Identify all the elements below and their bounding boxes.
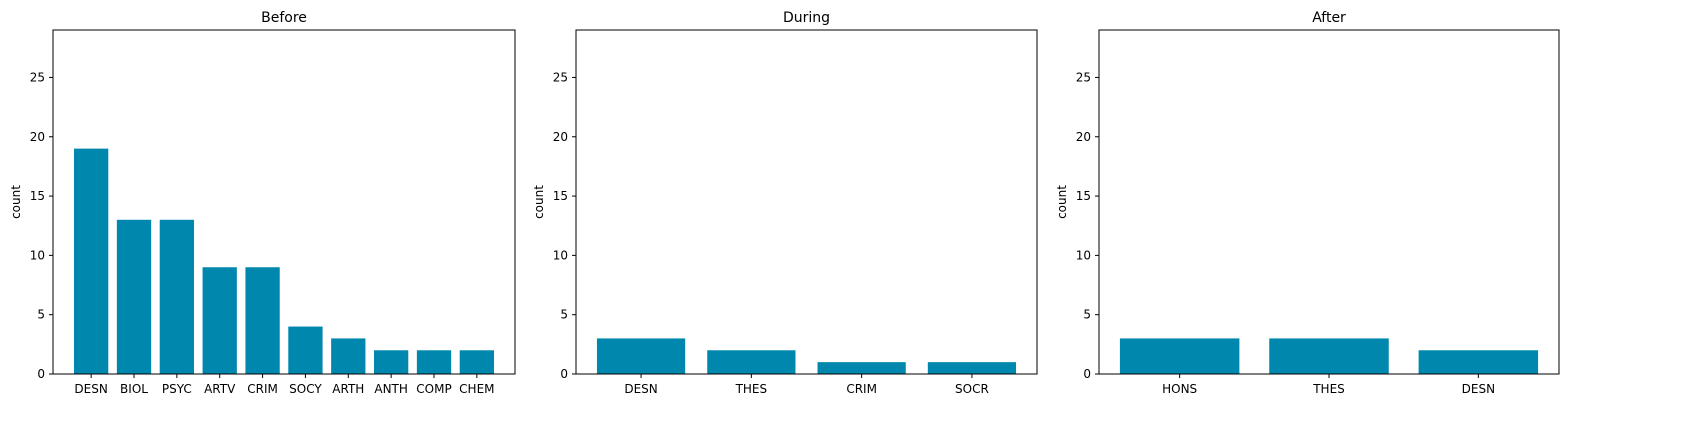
x-tick-label-thes: THES xyxy=(1312,382,1345,396)
y-tick-label: 10 xyxy=(1076,248,1091,262)
y-tick-label: 5 xyxy=(1083,308,1091,322)
x-tick-label-artv: ARTV xyxy=(204,382,236,396)
bar-comp xyxy=(416,350,452,374)
plot-frame xyxy=(1098,29,1560,375)
x-tick-label-thes: THES xyxy=(735,382,768,396)
panel-title: After xyxy=(1312,10,1346,26)
y-tick-label: 25 xyxy=(1076,70,1091,84)
panel-title: During xyxy=(783,10,830,26)
y-tick-label: 5 xyxy=(37,308,45,322)
bar-arth xyxy=(331,338,366,374)
bar-biol xyxy=(116,219,152,374)
y-tick-label: 15 xyxy=(1076,189,1091,203)
panel-0: 0 5 10 15 20 25 DESN BIOL PSYC ARTV CRIM SOCY ARTH AN… xyxy=(9,10,516,396)
bar-hons xyxy=(1119,338,1240,374)
panel-title: Before xyxy=(261,10,307,26)
x-tick-label-comp: COMP xyxy=(416,382,451,396)
y-tick-label: 20 xyxy=(553,130,568,144)
y-tick-label: 15 xyxy=(553,189,568,203)
x-tick-label-crim: CRIM xyxy=(247,382,278,396)
bar-artv xyxy=(202,267,237,374)
y-tick-label: 5 xyxy=(560,308,568,322)
bar-anth xyxy=(374,350,409,374)
y-tick-label: 10 xyxy=(30,248,45,262)
x-tick-label-crim: CRIM xyxy=(846,382,877,396)
y-tick-label: 0 xyxy=(560,367,568,381)
y-tick-label: 0 xyxy=(1083,367,1091,381)
x-tick-label-anth: ANTH xyxy=(374,382,408,396)
plot-frame xyxy=(52,29,516,375)
plot-frame xyxy=(575,29,1038,375)
bar-crim xyxy=(817,362,906,374)
x-tick-label-desn: DESN xyxy=(74,382,107,396)
x-tick-label-desn: DESN xyxy=(624,382,657,396)
bar-crim xyxy=(245,267,280,374)
y-tick-label: 0 xyxy=(37,367,45,381)
x-tick-label-socr: SOCR xyxy=(955,382,989,396)
y-axis-label: count xyxy=(532,185,546,219)
bar-thes xyxy=(707,350,796,374)
x-tick-label-chem: CHEM xyxy=(459,382,494,396)
panel-1: 0 5 10 15 20 25 DESN THES CRIM SOCR During count xyxy=(532,10,1038,396)
bar-socy xyxy=(288,326,323,374)
x-tick-label-biol: BIOL xyxy=(120,382,148,396)
panel-2: 0 5 10 15 20 25 HONS THES DESN After count xyxy=(1055,10,1560,396)
x-tick-label-psyc: PSYC xyxy=(162,382,192,396)
x-tick-label-socy: SOCY xyxy=(289,382,322,396)
bar-desn xyxy=(1418,350,1539,374)
y-tick-label: 20 xyxy=(1076,130,1091,144)
y-tick-label: 25 xyxy=(30,70,45,84)
bar-socr xyxy=(927,362,1017,374)
y-tick-label: 20 xyxy=(30,130,45,144)
bar-chem xyxy=(459,350,494,374)
bar-thes xyxy=(1269,338,1389,374)
y-tick-label: 15 xyxy=(30,189,45,203)
bar-psyc xyxy=(159,219,194,374)
y-tick-label: 10 xyxy=(553,248,568,262)
x-tick-label-desn: DESN xyxy=(1462,382,1495,396)
y-axis-label: count xyxy=(1055,185,1069,219)
y-axis-label: count xyxy=(9,185,23,219)
y-tick-label: 25 xyxy=(553,70,568,84)
bar-desn xyxy=(596,338,686,374)
x-tick-label-hons: HONS xyxy=(1162,382,1197,396)
x-tick-label-arth: ARTH xyxy=(332,382,364,396)
bar-desn xyxy=(74,148,109,374)
